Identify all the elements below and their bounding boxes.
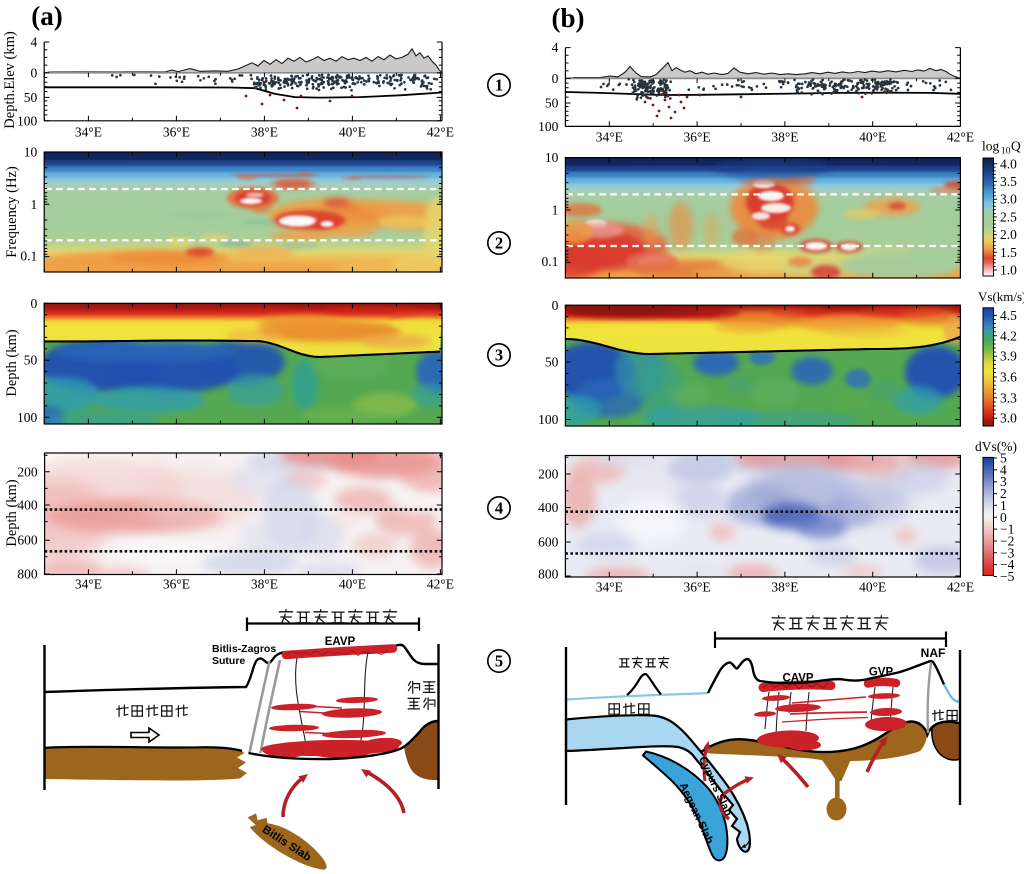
svg-text:0.1: 0.1 [542, 254, 559, 269]
svg-text:−3: −3 [1000, 545, 1015, 560]
svg-text:1: 1 [552, 203, 559, 218]
svg-text:34°E: 34°E [596, 580, 623, 595]
svg-text:800: 800 [17, 567, 38, 582]
svg-text:50: 50 [545, 96, 559, 111]
svg-text:200: 200 [17, 464, 38, 479]
svg-text:4.5: 4.5 [1000, 308, 1017, 323]
svg-text:40°E: 40°E [339, 125, 366, 140]
svg-text:38°E: 38°E [251, 577, 278, 592]
svg-text:0: 0 [30, 296, 37, 311]
svg-text:1: 1 [495, 76, 503, 95]
svg-text:−1: −1 [1000, 522, 1014, 537]
svg-text:Vs(km/s): Vs(km/s) [978, 289, 1024, 304]
svg-text:Depth (km): Depth (km) [4, 329, 20, 396]
svg-text:2: 2 [1000, 486, 1007, 501]
svg-text:400: 400 [17, 498, 38, 513]
svg-text:−4: −4 [1000, 557, 1015, 572]
svg-text:1.5: 1.5 [1000, 245, 1017, 260]
svg-text:3: 3 [1000, 474, 1007, 489]
svg-text:40°E: 40°E [339, 577, 366, 592]
svg-text:40°E: 40°E [859, 580, 886, 595]
svg-text:5: 5 [495, 652, 503, 671]
svg-text:2.0: 2.0 [1000, 227, 1017, 242]
svg-text:4: 4 [1000, 462, 1007, 477]
svg-text:34°E: 34°E [75, 125, 102, 140]
svg-text:(a): (a) [31, 1, 62, 31]
svg-text:0: 0 [552, 71, 559, 86]
svg-text:38°E: 38°E [251, 125, 278, 140]
svg-text:42°E: 42°E [947, 130, 974, 145]
svg-text:100: 100 [17, 113, 38, 128]
svg-text:1: 1 [1000, 498, 1007, 513]
svg-text:5: 5 [1000, 451, 1007, 466]
svg-text:log: log [982, 139, 1000, 154]
svg-text:200: 200 [538, 467, 559, 482]
svg-text:3.6: 3.6 [1000, 370, 1017, 385]
svg-text:GVP: GVP [869, 667, 894, 679]
svg-text:10: 10 [545, 150, 559, 165]
svg-text:36°E: 36°E [163, 125, 190, 140]
svg-text:−5: −5 [1000, 569, 1015, 584]
svg-text:42°E: 42°E [427, 125, 454, 140]
svg-text:1.0: 1.0 [1000, 263, 1017, 278]
svg-text:3: 3 [495, 346, 503, 365]
svg-text:100: 100 [538, 412, 559, 427]
svg-text:50: 50 [24, 353, 38, 368]
svg-text:CAVP: CAVP [782, 673, 813, 685]
svg-text:800: 800 [538, 567, 559, 582]
svg-text:50: 50 [24, 90, 38, 105]
svg-text:NAF: NAF [921, 646, 946, 660]
svg-text:100: 100 [538, 119, 559, 134]
svg-text:42°E: 42°E [947, 580, 974, 595]
svg-text:3.3: 3.3 [1000, 390, 1017, 405]
svg-text:1: 1 [30, 197, 37, 212]
svg-text:0: 0 [1000, 510, 1007, 525]
svg-text:−2: −2 [1000, 534, 1014, 549]
svg-text:Suture: Suture [212, 655, 245, 667]
svg-text:3.0: 3.0 [1000, 192, 1017, 207]
svg-text:600: 600 [17, 533, 38, 548]
svg-text:10: 10 [1001, 147, 1011, 157]
svg-text:36°E: 36°E [684, 580, 711, 595]
svg-text:34°E: 34°E [75, 577, 102, 592]
svg-text:38°E: 38°E [771, 580, 798, 595]
svg-text:34°E: 34°E [596, 130, 623, 145]
svg-text:Bitlis-Zagros: Bitlis-Zagros [212, 643, 276, 655]
svg-text:40°E: 40°E [859, 130, 886, 145]
svg-text:dVs(%): dVs(%) [975, 439, 1017, 454]
svg-text:Depth (km): Depth (km) [4, 479, 20, 546]
svg-text:2: 2 [495, 234, 503, 253]
svg-text:38°E: 38°E [771, 130, 798, 145]
svg-text:0.1: 0.1 [20, 248, 37, 263]
svg-text:600: 600 [538, 535, 559, 550]
svg-text:3.0: 3.0 [1000, 411, 1017, 426]
svg-text:(b): (b) [552, 3, 585, 33]
svg-text:4.2: 4.2 [1000, 328, 1017, 343]
svg-text:3.5: 3.5 [1000, 174, 1017, 189]
svg-text:10: 10 [24, 145, 38, 160]
svg-text:4: 4 [552, 40, 559, 55]
svg-text:4: 4 [495, 499, 503, 518]
svg-text:100: 100 [17, 410, 38, 425]
svg-text:4: 4 [30, 35, 37, 50]
svg-text:36°E: 36°E [163, 577, 190, 592]
svg-text:0: 0 [552, 298, 559, 313]
svg-text:0: 0 [30, 65, 37, 80]
svg-text:4.0: 4.0 [1000, 156, 1017, 171]
svg-text:36°E: 36°E [684, 130, 711, 145]
svg-text:400: 400 [538, 500, 559, 515]
svg-text:EAVP: EAVP [325, 636, 356, 648]
svg-text:Q: Q [1011, 139, 1021, 154]
svg-text:42°E: 42°E [427, 577, 454, 592]
svg-text:3.9: 3.9 [1000, 349, 1017, 364]
svg-text:Frequency (Hz): Frequency (Hz) [4, 166, 20, 258]
svg-text:50: 50 [545, 355, 559, 370]
svg-text:2.5: 2.5 [1000, 209, 1017, 224]
svg-text:Depth.Elev (km): Depth.Elev (km) [2, 31, 18, 129]
